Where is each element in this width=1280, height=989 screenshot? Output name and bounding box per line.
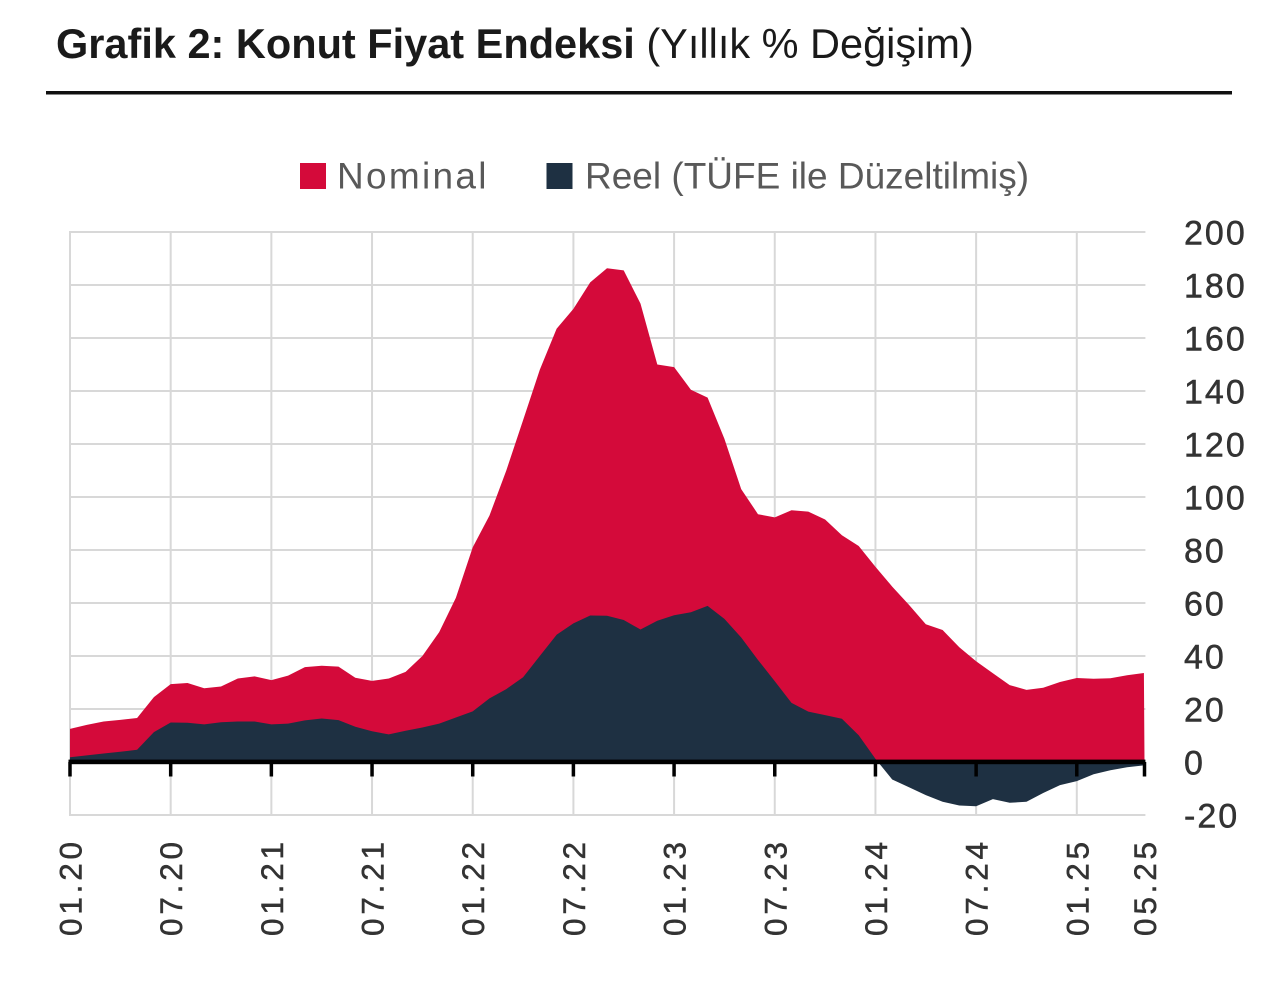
- svg-text:20: 20: [1184, 691, 1226, 729]
- svg-text:01.22: 01.22: [455, 838, 491, 936]
- svg-text:140: 140: [1184, 373, 1247, 411]
- svg-text:80: 80: [1184, 532, 1226, 570]
- svg-text:07.23: 07.23: [757, 838, 793, 936]
- svg-text:07.22: 07.22: [556, 838, 592, 936]
- svg-text:120: 120: [1184, 426, 1247, 464]
- svg-text:40: 40: [1184, 638, 1226, 676]
- svg-text:01.20: 01.20: [53, 838, 89, 936]
- svg-text:-20: -20: [1184, 797, 1239, 835]
- svg-text:07.24: 07.24: [959, 838, 995, 936]
- svg-text:07.21: 07.21: [355, 838, 391, 936]
- svg-text:160: 160: [1184, 320, 1247, 358]
- svg-text:200: 200: [1184, 214, 1247, 252]
- svg-text:07.20: 07.20: [153, 838, 189, 936]
- svg-text:01.25: 01.25: [1059, 838, 1095, 936]
- svg-text:Nominal: Nominal: [337, 156, 489, 197]
- svg-text:01.24: 01.24: [858, 838, 894, 936]
- svg-text:100: 100: [1184, 479, 1247, 517]
- svg-text:180: 180: [1184, 267, 1247, 305]
- svg-text:0: 0: [1184, 744, 1205, 782]
- svg-text:01.21: 01.21: [254, 838, 290, 936]
- svg-text:60: 60: [1184, 585, 1226, 623]
- svg-text:01.23: 01.23: [657, 838, 693, 936]
- svg-text:Reel (TÜFE ile Düzeltilmiş): Reel (TÜFE ile Düzeltilmiş): [585, 156, 1029, 197]
- svg-text:Grafik 2: Konut Fiyat Endeksi: Grafik 2: Konut Fiyat Endeksi (Yıllık % …: [56, 20, 974, 67]
- svg-text:05.25: 05.25: [1127, 838, 1163, 936]
